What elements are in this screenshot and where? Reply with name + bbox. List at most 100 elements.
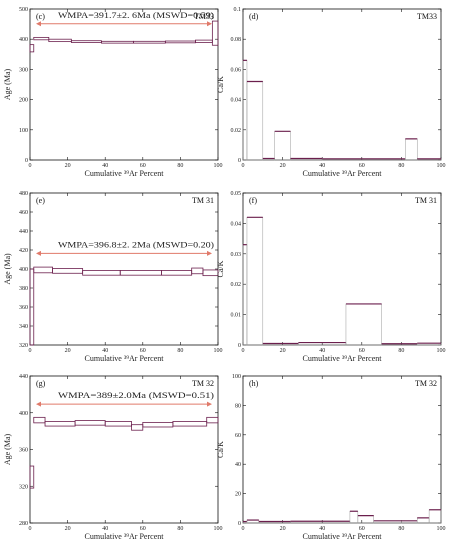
x-axis-label: Cumulative ³⁹Ar Percent — [303, 169, 383, 178]
x-tick-label: 40 — [319, 163, 325, 169]
y-tick-label: 60 — [235, 433, 241, 439]
x-tick-label: 0 — [242, 163, 245, 169]
age-step — [211, 20, 219, 46]
y-axis-label: Age (Ma) — [3, 253, 12, 285]
y-axis-label: Age (Ma) — [3, 69, 12, 101]
x-tick-label: 100 — [214, 348, 223, 354]
age-step — [74, 420, 106, 426]
panel-label: (c) — [36, 12, 45, 21]
age-step — [33, 36, 50, 41]
x-tick-label: 100 — [437, 348, 446, 354]
y-tick-label: 0.1 — [234, 7, 242, 13]
y-tick-label: 20 — [235, 492, 241, 498]
y-tick-label: 0 — [238, 521, 241, 527]
age-step — [202, 269, 219, 277]
y-tick-label: 480 — [19, 191, 28, 197]
chart-panel-5: 0 20 40 60 80 100 280 320 360 400 440 WMPA=389±2.0M… — [3, 374, 223, 541]
sample-name: TM 31 — [415, 196, 437, 205]
y-tick-label: 40 — [235, 462, 241, 468]
x-tick-label: 20 — [65, 163, 71, 169]
age-step — [52, 268, 84, 274]
chart-panel-2: 0 20 40 60 80 100 0 0.02 0.04 0.06 0.08 0.1 (d) TM33 C… — [216, 7, 446, 178]
panel-label: (e) — [36, 196, 45, 205]
age-step — [191, 267, 204, 275]
y-tick-label: 360 — [19, 305, 28, 311]
age-step — [164, 40, 196, 44]
x-tick-label: 60 — [359, 348, 365, 354]
plateau-arrow-head-left — [36, 250, 41, 256]
y-axis-label: Age (Ma) — [3, 434, 12, 466]
age-step — [33, 266, 53, 274]
plot-frame — [29, 192, 219, 346]
y-tick-label: 400 — [19, 37, 28, 43]
ratio-step-outline — [428, 509, 442, 524]
y-tick-label: 100 — [19, 128, 28, 134]
x-tick-label: 0 — [242, 526, 245, 532]
y-tick-label: 280 — [19, 521, 28, 527]
x-axis-label: Cumulative ³⁹Ar Percent — [85, 354, 165, 363]
x-tick-label: 100 — [214, 163, 223, 169]
y-tick-label: 320 — [19, 484, 28, 490]
chart-panel-6: 0 20 40 60 80 100 0 20 40 60 80 100 (h) TM 32 Cumulati… — [216, 374, 446, 541]
x-tick-label: 80 — [177, 163, 183, 169]
age-step — [142, 421, 174, 428]
x-tick-label: 20 — [65, 526, 71, 532]
plot-frame — [242, 192, 442, 346]
plateau-arrow-head-right — [207, 21, 212, 27]
age-step — [29, 465, 35, 489]
age-step — [33, 416, 46, 424]
y-tick-label: 0.01 — [231, 313, 242, 319]
x-tick-label: 40 — [102, 526, 108, 532]
age-step — [206, 416, 219, 424]
panel-label: (h) — [249, 379, 259, 388]
y-tick-label: 0 — [238, 158, 241, 164]
y-tick-label: 380 — [19, 286, 28, 292]
y-tick-label: 320 — [19, 343, 28, 349]
x-tick-label: 80 — [398, 526, 404, 532]
y-tick-label: 0.06 — [231, 67, 242, 73]
y-tick-label: 80 — [235, 403, 241, 409]
ratio-step-outline — [246, 81, 264, 161]
ratio-step-outline — [242, 60, 248, 161]
plot-frame — [29, 8, 219, 161]
x-tick-label: 0 — [29, 526, 32, 532]
ratio-step-outline — [246, 217, 264, 346]
chart-panel-4: 0 20 40 60 80 100 0 0.01 0.02 0.03 0.04 0.05 (f) TM 3… — [216, 191, 446, 363]
sample-name: TM33 — [417, 12, 437, 21]
age-step — [131, 424, 144, 431]
y-tick-label: 0.02 — [231, 282, 242, 288]
x-tick-label: 40 — [102, 348, 108, 354]
age-step — [195, 39, 213, 43]
ratio-step-outline — [274, 131, 291, 161]
panel-label: (d) — [249, 12, 259, 21]
x-tick-label: 80 — [398, 348, 404, 354]
plateau-arrow-head-left — [36, 401, 41, 407]
sample-name: TM33 — [194, 12, 214, 21]
ratio-step-outline — [242, 244, 248, 346]
x-tick-label: 80 — [177, 526, 183, 532]
x-tick-label: 60 — [140, 163, 146, 169]
age-step — [172, 421, 208, 427]
y-tick-label: 0.08 — [231, 37, 242, 43]
ratio-step-outline — [349, 510, 359, 524]
plot-frame — [242, 8, 442, 161]
plateau-annotation: WMPA=389±2.0Ma (MSWD=0.51) — [58, 391, 214, 400]
sample-name: TM 32 — [415, 379, 437, 388]
chart-panel-1: 0 20 40 60 80 100 0 100 200 300 400 500 WMPA=391.7±2… — [3, 7, 223, 178]
plateau-annotation: WMPA=396.8±2. 2Ma (MSWD=0.20) — [58, 240, 214, 249]
x-tick-label: 100 — [437, 163, 446, 169]
ratio-step-outline — [405, 138, 418, 161]
y-tick-label: 200 — [19, 98, 28, 104]
age-step — [29, 268, 35, 346]
y-tick-label: 0.05 — [231, 191, 242, 197]
y-tick-label: 460 — [19, 210, 28, 216]
y-tick-label: 0.02 — [231, 128, 242, 134]
x-axis-label: Cumulative ³⁹Ar Percent — [303, 354, 383, 363]
x-tick-label: 20 — [65, 348, 71, 354]
y-tick-label: 440 — [19, 229, 28, 235]
x-tick-label: 40 — [319, 348, 325, 354]
age-step — [119, 270, 162, 276]
ratio-step-outline — [416, 517, 430, 524]
x-axis-label: Cumulative ³⁹Ar Percent — [303, 532, 383, 541]
